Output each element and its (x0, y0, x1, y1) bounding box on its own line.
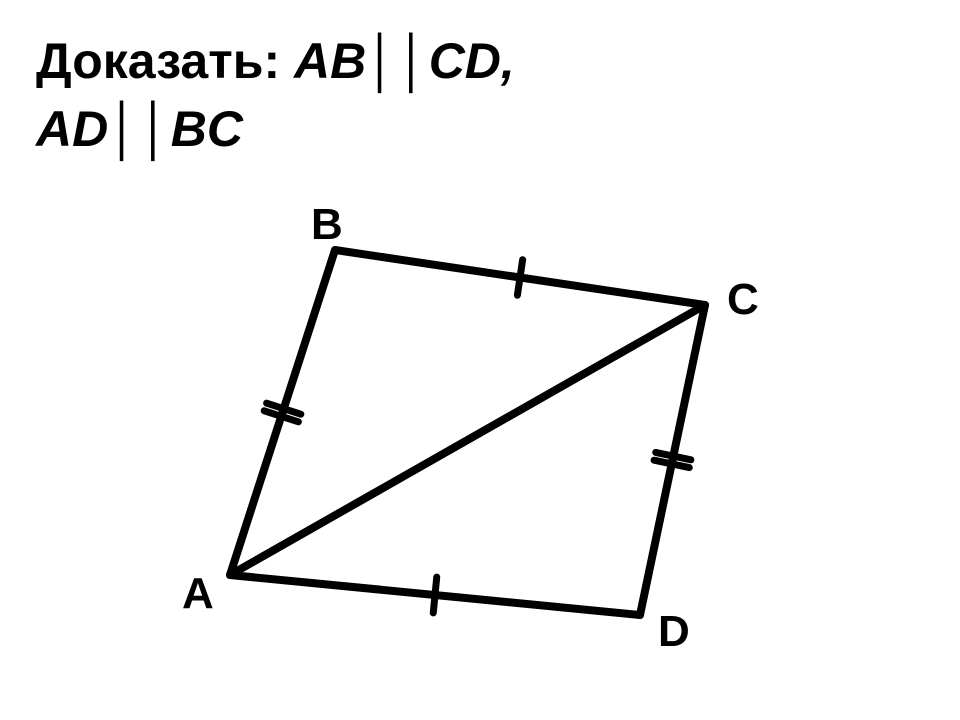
diagram-svg (150, 195, 790, 695)
seg-ab: АВ (294, 33, 366, 89)
parallel-2: ││ (108, 101, 171, 157)
vertex-label-a: A (182, 569, 214, 619)
comma: , (501, 33, 515, 89)
seg-bc: BC (171, 101, 243, 157)
seg-cd: CD (429, 33, 501, 89)
seg-ad: AD (36, 101, 108, 157)
vertex-label-d: D (658, 607, 690, 657)
title-prefix: Доказать: (36, 33, 294, 89)
problem-statement: Доказать: АВ││CD, AD││BC (36, 28, 515, 163)
parallel-1: ││ (366, 33, 429, 89)
geometry-diagram: A B C D (150, 195, 790, 695)
vertex-label-b: B (311, 200, 343, 250)
vertex-label-c: C (727, 275, 759, 325)
